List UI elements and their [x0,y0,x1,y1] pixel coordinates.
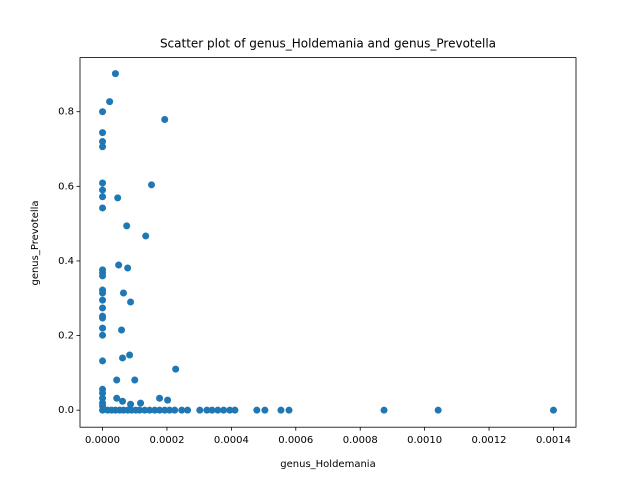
point [99,296,107,304]
point [220,406,228,414]
point [115,261,123,269]
point [142,232,150,240]
point [137,399,145,407]
point [161,406,169,414]
point [99,389,107,397]
point [166,406,174,414]
point [380,406,388,414]
y-tick-label: 0.2 [58,331,74,342]
point [99,314,107,322]
x-tick-label: 0.0008 [343,435,378,446]
point [277,406,285,414]
x-tick-label: 0.0014 [536,435,571,446]
point [99,272,107,280]
point [99,324,107,332]
point [113,376,121,384]
point [118,326,126,334]
point [172,365,180,373]
point [156,406,164,414]
point [148,181,156,189]
point [99,179,107,187]
point [99,186,107,194]
point [99,143,107,151]
point [161,116,169,124]
point [214,406,222,414]
point [99,289,107,297]
y-tick-label: 0.6 [58,181,74,192]
point [119,397,127,405]
point [106,98,114,106]
point [99,394,107,402]
point [99,193,107,201]
point [184,406,192,414]
point [171,406,179,414]
y-axis-label: genus_Prevotella [30,200,41,285]
point [99,129,107,137]
point [124,264,132,272]
point [156,394,164,402]
point [99,304,107,312]
point [203,406,211,414]
point [99,138,107,146]
point [126,351,134,359]
x-axis-label: genus_Holdemania [280,459,375,470]
x-tick-label: 0.0000 [85,435,120,446]
point [253,406,261,414]
point [285,406,293,414]
point [113,394,121,402]
point [226,406,234,414]
x-tick-label: 0.0006 [278,435,313,446]
point [549,406,557,414]
point [208,406,216,414]
point [99,357,107,365]
point [196,406,204,414]
point [178,406,186,414]
x-tick-label: 0.0004 [214,435,249,446]
point [114,194,122,202]
point [261,406,269,414]
axes-frame [79,57,577,428]
point [151,406,159,414]
point [127,298,135,306]
point [434,406,442,414]
point [99,108,107,116]
x-tick-label: 0.0002 [149,435,184,446]
y-tick-label: 0.4 [58,256,74,267]
point [146,406,154,414]
point [119,354,127,362]
point [99,406,107,414]
point [111,70,119,78]
point [123,222,131,230]
x-tick-label: 0.0012 [472,435,507,446]
y-tick-label: 0.8 [58,107,74,118]
point [136,406,144,414]
point [99,331,107,339]
point [99,204,107,212]
y-tick-label: 0.0 [58,405,74,416]
point [131,376,139,384]
point [127,400,135,408]
point [231,406,239,414]
chart-title: Scatter plot of genus_Holdemania and gen… [160,37,496,51]
x-tick-label: 0.0010 [407,435,442,446]
point [164,396,172,404]
point [141,406,149,414]
point [119,289,127,297]
